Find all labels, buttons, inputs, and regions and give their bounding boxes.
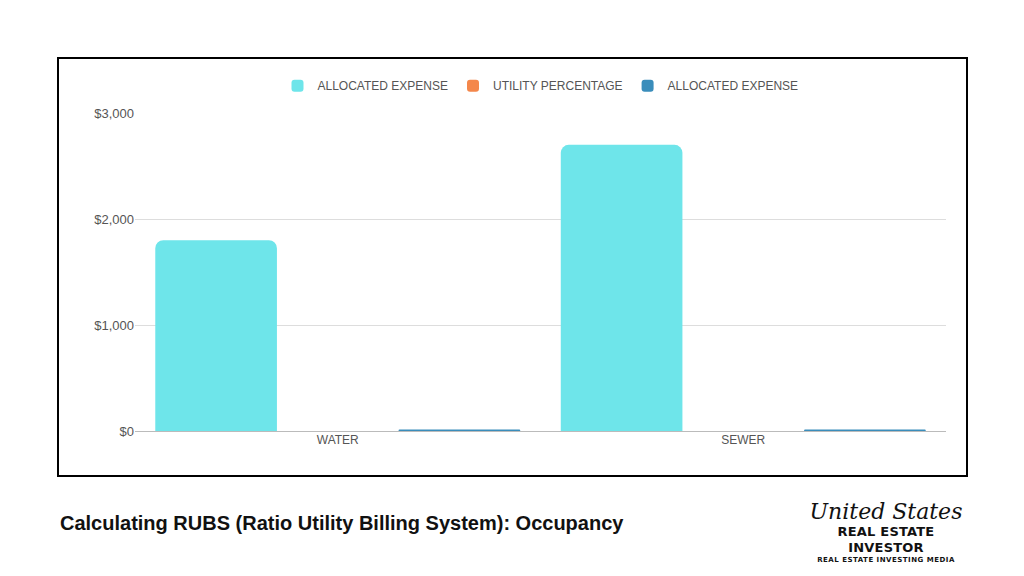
html-text:Calculating RUBS (Ratio Utilit: Calculating RUBS (Ratio Utility Billing … <box>60 512 624 534</box>
html-text:United States: United States <box>809 499 963 524</box>
svg-text:$2,000: $2,000 <box>94 212 134 227</box>
svg-text:SEWER: SEWER <box>721 433 765 447</box>
svg-text:WATER: WATER <box>317 433 359 447</box>
svg-text:$3,000: $3,000 <box>94 106 134 121</box>
svg-text:UTILITY PERCENTAGE: UTILITY PERCENTAGE <box>493 79 623 93</box>
svg-text:$1,000: $1,000 <box>94 318 134 333</box>
svg-text:ALLOCATED EXPENSE: ALLOCATED EXPENSE <box>668 79 799 93</box>
svg-text:ALLOCATED EXPENSE: ALLOCATED EXPENSE <box>318 79 449 93</box>
html-text:REAL ESTATE INVESTOR: REAL ESTATE INVESTOR <box>837 524 935 555</box>
svg-text:$0: $0 <box>120 424 134 439</box>
html-text:REAL ESTATE INVESTING MEDIA: REAL ESTATE INVESTING MEDIA <box>817 556 955 564</box>
